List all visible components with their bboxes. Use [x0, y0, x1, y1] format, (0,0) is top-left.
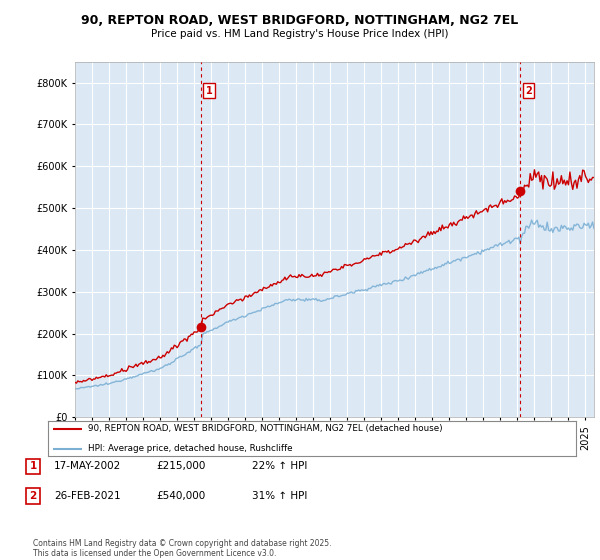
Text: 17-MAY-2002: 17-MAY-2002: [54, 461, 121, 472]
Text: £215,000: £215,000: [156, 461, 205, 472]
Text: 1: 1: [206, 86, 212, 96]
Text: 26-FEB-2021: 26-FEB-2021: [54, 491, 121, 501]
Text: 22% ↑ HPI: 22% ↑ HPI: [252, 461, 307, 472]
Text: 31% ↑ HPI: 31% ↑ HPI: [252, 491, 307, 501]
Text: HPI: Average price, detached house, Rushcliffe: HPI: Average price, detached house, Rush…: [88, 444, 292, 453]
Text: 2: 2: [525, 86, 532, 96]
Text: Contains HM Land Registry data © Crown copyright and database right 2025.
This d: Contains HM Land Registry data © Crown c…: [33, 539, 331, 558]
Text: 90, REPTON ROAD, WEST BRIDGFORD, NOTTINGHAM, NG2 7EL: 90, REPTON ROAD, WEST BRIDGFORD, NOTTING…: [82, 14, 518, 27]
Text: 1: 1: [29, 461, 37, 472]
Text: Price paid vs. HM Land Registry's House Price Index (HPI): Price paid vs. HM Land Registry's House …: [151, 29, 449, 39]
Text: £540,000: £540,000: [156, 491, 205, 501]
Text: 2: 2: [29, 491, 37, 501]
Text: 90, REPTON ROAD, WEST BRIDGFORD, NOTTINGHAM, NG2 7EL (detached house): 90, REPTON ROAD, WEST BRIDGFORD, NOTTING…: [88, 424, 442, 433]
